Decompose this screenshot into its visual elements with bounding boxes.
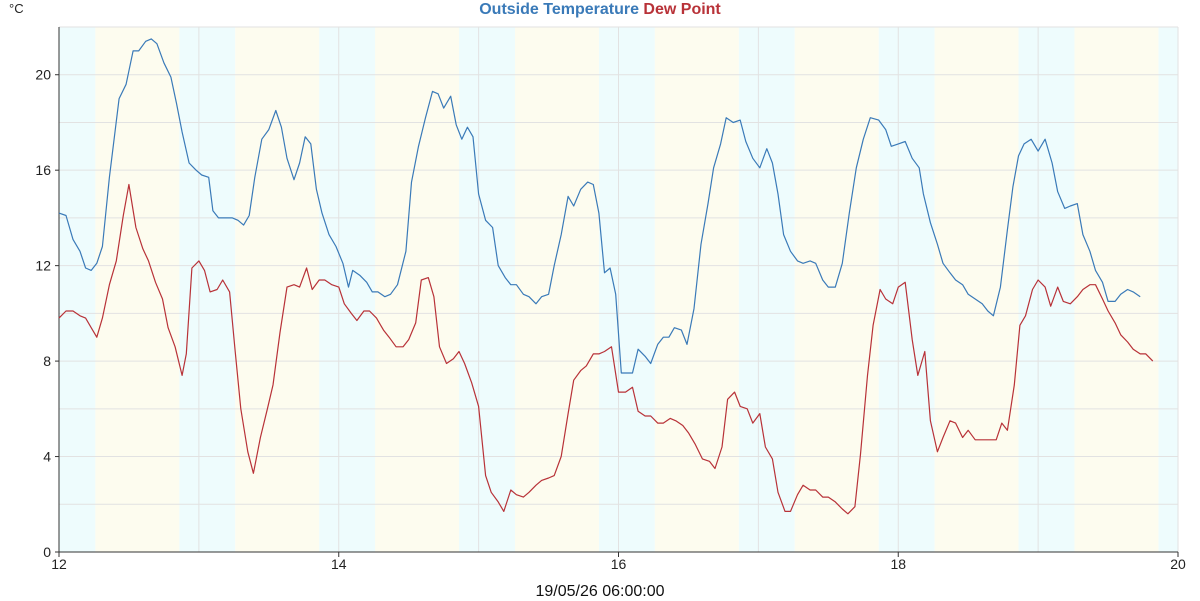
legend-dew-point: Dew Point — [643, 1, 721, 18]
day-band — [375, 27, 460, 552]
day-band — [794, 27, 879, 552]
day-band — [654, 27, 739, 552]
night-band — [1158, 27, 1178, 552]
night-band — [319, 27, 376, 552]
y-tick-label: 8 — [43, 353, 51, 369]
night-band — [598, 27, 655, 552]
y-axis-ticks: 0 4 8 12 16 20 — [35, 67, 59, 560]
y-tick-label: 0 — [43, 544, 51, 560]
outside-temperature-line — [58, 38, 1141, 374]
night-band — [738, 27, 795, 552]
night-band — [459, 27, 515, 552]
x-tick-label: 14 — [331, 556, 347, 572]
legend-outside-temperature: Outside Temperature — [479, 1, 639, 18]
night-band — [179, 27, 236, 552]
y-tick-label: 16 — [35, 162, 51, 178]
day-band — [95, 27, 180, 552]
day-band — [1074, 27, 1159, 552]
day-night-bands — [59, 27, 1178, 552]
x-tick-label: 20 — [1170, 556, 1186, 572]
y-tick-label: 4 — [43, 449, 51, 465]
chart-title: Outside Temperature Dew Point — [0, 1, 1200, 19]
x-axis-ticks: 12 14 16 18 20 — [51, 552, 1186, 572]
day-band — [235, 27, 320, 552]
timestamp-footer: 19/05/26 06:00:00 — [535, 583, 665, 600]
x-tick-label: 18 — [890, 556, 906, 572]
dew-point-line — [58, 183, 1154, 515]
y-axis-unit: °C — [9, 1, 24, 16]
night-band — [1018, 27, 1075, 552]
series-lines — [58, 38, 1154, 515]
night-band — [59, 27, 96, 552]
y-tick-label: 20 — [35, 67, 51, 83]
x-tick-label: 12 — [51, 556, 67, 572]
day-band — [934, 27, 1019, 552]
day-band — [514, 27, 599, 552]
y-tick-label: 12 — [35, 258, 51, 274]
x-tick-label: 16 — [611, 556, 627, 572]
